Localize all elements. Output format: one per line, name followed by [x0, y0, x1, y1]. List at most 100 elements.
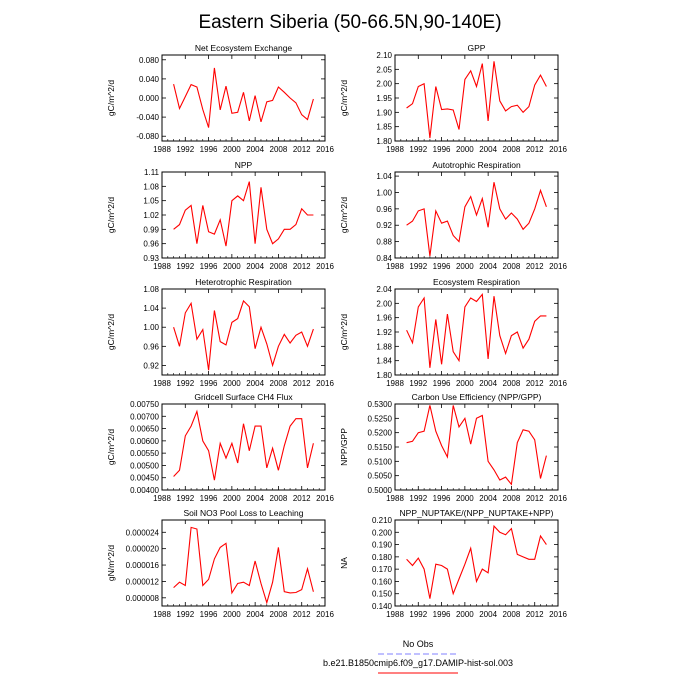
x-tick-label: 2008	[270, 262, 288, 271]
y-tick-label: 1.11	[144, 168, 160, 177]
y-axis-label: gC/m^2/d	[339, 314, 349, 350]
x-tick-label: 2008	[503, 145, 521, 154]
x-tick-label: 1996	[433, 379, 451, 388]
y-tick-label: 0.170	[372, 565, 393, 574]
legend: No Obs b.e21.B1850cmip6.f09_g17.DAMIP-hi…	[323, 639, 513, 674]
x-tick-label: 2004	[479, 494, 497, 503]
x-tick-label: 2004	[246, 145, 264, 154]
y-tick-label: 0.000016	[126, 561, 160, 570]
panel-title: Soil NO3 Pool Loss to Leaching	[183, 508, 303, 518]
y-tick-label: 0.5300	[368, 400, 393, 409]
series-line	[173, 67, 314, 128]
series-line	[406, 182, 547, 257]
plot-frame	[394, 54, 559, 142]
chart-panel: Soil NO3 Pool Loss to Leaching gN/m^2/d 19…	[106, 508, 334, 619]
y-tick-label: 0.000008	[126, 594, 160, 603]
panel-title: Ecosystem Respiration	[433, 277, 520, 287]
chart-panel: Gridcell Surface CH4 Flux gC/m^2/d 1988 199…	[106, 392, 334, 503]
y-tick-label: 0.140	[372, 602, 393, 611]
series-line	[173, 299, 314, 371]
y-tick-label: 0.00700	[130, 412, 159, 421]
x-tick-label: 2016	[549, 145, 567, 154]
x-tick-label: 1992	[176, 494, 194, 503]
x-tick-label: 1988	[153, 262, 171, 271]
y-tick-label: 1.08	[143, 182, 159, 191]
y-tick-label: 0.96	[143, 240, 159, 249]
x-tick-label: 2012	[526, 494, 544, 503]
panel-title: Carbon Use Efficiency (NPP/GPP)	[412, 392, 542, 402]
x-tick-label: 2012	[293, 262, 311, 271]
x-tick-label: 2000	[456, 494, 474, 503]
y-tick-label: 0.92	[376, 221, 392, 230]
y-tick-label: 0.96	[143, 342, 159, 351]
y-tick-label: 1.90	[376, 108, 392, 117]
x-tick-label: 1992	[409, 379, 427, 388]
y-tick-label: 1.85	[376, 123, 392, 132]
x-tick-label: 2016	[549, 379, 567, 388]
y-tick-label: 0.5150	[368, 443, 393, 452]
x-tick-label: 1992	[409, 610, 427, 619]
y-tick-label: 1.02	[143, 211, 159, 220]
plot-frame	[394, 519, 559, 607]
y-tick-label: 1.95	[376, 94, 392, 103]
x-tick-label: 1992	[176, 262, 194, 271]
y-tick-label: 1.88	[376, 342, 392, 351]
y-tick-label: 0.00500	[130, 461, 159, 470]
x-tick-label: 2000	[223, 262, 241, 271]
y-tick-label: 1.04	[376, 172, 392, 181]
x-tick-label: 2004	[246, 262, 264, 271]
x-tick-label: 2016	[316, 610, 334, 619]
y-axis-label: gC/m^2/d	[106, 197, 116, 233]
y-axis-label: NPP/GPP	[339, 428, 349, 466]
x-tick-label: 1988	[386, 494, 404, 503]
y-tick-label: 0.93	[143, 254, 159, 263]
y-tick-label: 1.80	[376, 371, 392, 380]
y-tick-label: 0.000020	[126, 545, 160, 554]
x-tick-label: 2004	[479, 145, 497, 154]
y-tick-label: 1.04	[143, 304, 159, 313]
x-tick-label: 2000	[456, 145, 474, 154]
y-tick-label: 0.84	[376, 254, 392, 263]
y-tick-label: 0.00450	[130, 474, 159, 483]
series-line	[173, 526, 314, 605]
y-tick-label: 0.00400	[130, 486, 159, 495]
y-tick-label: 1.08	[143, 285, 159, 294]
x-tick-label: 2016	[316, 145, 334, 154]
series-line	[406, 524, 547, 599]
panel-title: Autotrophic Respiration	[432, 160, 521, 170]
panel-title: NPP_NUPTAKE/(NPP_NUPTAKE+NPP)	[400, 508, 554, 518]
y-tick-label: 2.00	[376, 299, 392, 308]
panel-title: Heterotrophic Respiration	[195, 277, 292, 287]
x-tick-label: 1988	[386, 262, 404, 271]
y-tick-label: 0.180	[372, 553, 393, 562]
y-tick-label: 0.000012	[126, 577, 160, 586]
x-tick-label: 1988	[386, 610, 404, 619]
x-tick-label: 2000	[456, 262, 474, 271]
y-tick-label: 1.92	[376, 328, 392, 337]
y-tick-label: 1.84	[376, 357, 392, 366]
y-axis-label: NA	[339, 557, 349, 569]
x-tick-label: 2004	[246, 379, 264, 388]
x-tick-label: 2016	[316, 379, 334, 388]
x-tick-label: 2012	[293, 145, 311, 154]
x-tick-label: 2012	[526, 379, 544, 388]
x-tick-label: 1992	[176, 379, 194, 388]
y-tick-label: 0.00600	[130, 437, 159, 446]
x-tick-label: 1996	[200, 379, 218, 388]
plot-frame	[161, 54, 326, 142]
y-tick-label: 0.5050	[368, 472, 393, 481]
x-tick-label: 2012	[526, 145, 544, 154]
y-tick-label: 0.200	[372, 528, 393, 537]
y-tick-label: 2.04	[376, 285, 392, 294]
x-tick-label: 2008	[270, 379, 288, 388]
y-tick-label: 0.00650	[130, 425, 159, 434]
y-tick-label: 0.080	[139, 56, 160, 65]
x-tick-label: 1992	[409, 145, 427, 154]
y-tick-label: 0.160	[372, 577, 393, 586]
x-tick-label: 2004	[246, 494, 264, 503]
chart-panel: GPP gC/m^2/d 1988 1992 1996 2000 2004 2008 2012 2…	[339, 43, 567, 154]
x-tick-label: 2000	[223, 379, 241, 388]
chart-panel: Net Ecosystem Exchange gC/m^2/d 1988 1992 19…	[106, 43, 334, 154]
y-axis-label: gC/m^2/d	[106, 429, 116, 465]
